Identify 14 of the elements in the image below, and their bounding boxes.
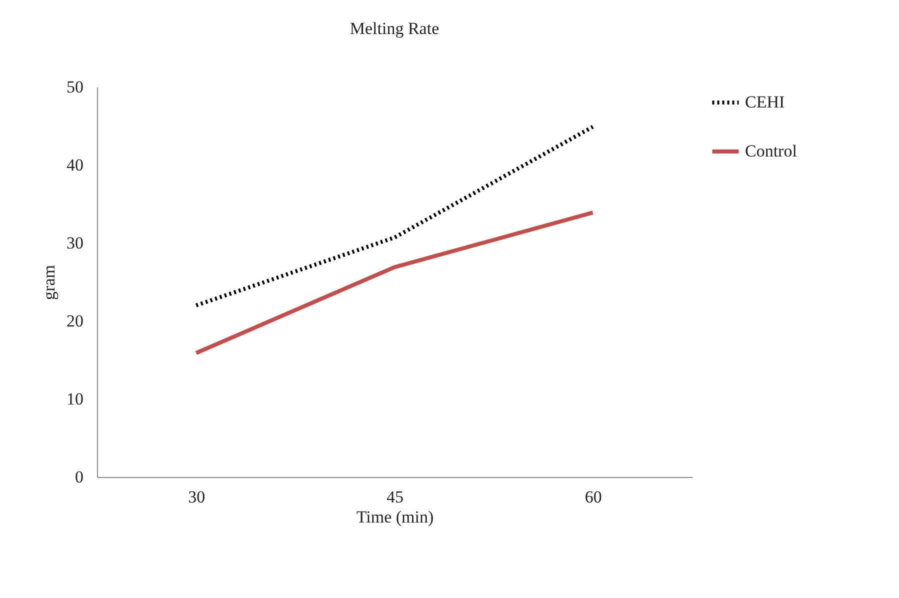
x-tick-label: 30 [188, 488, 206, 506]
y-tick-label: 30 [66, 234, 84, 252]
y-tick-label: 50 [66, 78, 84, 96]
chart-title: Melting Rate [350, 19, 440, 38]
x-tick-label: 45 [386, 488, 404, 506]
legend-label: CEHI [745, 92, 785, 112]
y-axis-title: gram [40, 265, 58, 300]
y-tick-label: 0 [75, 468, 84, 486]
y-tick-label: 20 [66, 312, 84, 330]
y-tick-label: 10 [66, 390, 84, 408]
y-tick-label: 40 [66, 156, 84, 174]
x-axis-title: Time (min) [356, 508, 434, 526]
legend-label: Control [745, 142, 798, 160]
x-tick-label: 60 [584, 488, 602, 506]
